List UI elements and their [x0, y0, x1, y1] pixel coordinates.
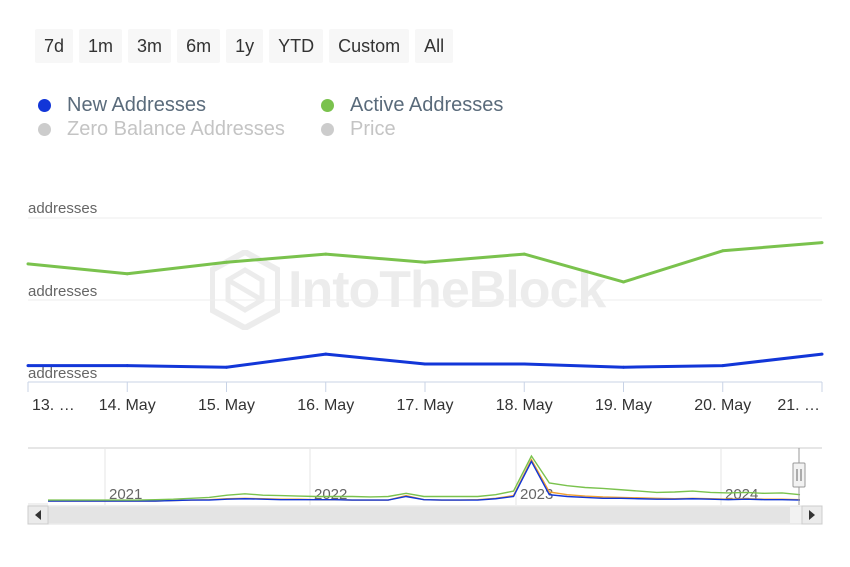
scrollbar-thumb[interactable]: [48, 507, 790, 523]
data-point: [26, 262, 30, 266]
legend-label: Active Addresses: [350, 94, 504, 116]
range-button-6m[interactable]: 6m: [177, 29, 221, 63]
data-point: [622, 280, 625, 284]
watermark: IntoTheBlock: [210, 250, 606, 330]
range-button-1m[interactable]: 1m: [79, 29, 123, 63]
navigator-line-new: [48, 459, 801, 502]
data-point: [522, 252, 526, 256]
range-button-1y[interactable]: 1y: [226, 29, 264, 63]
data-point: [125, 364, 129, 368]
x-tick-label: 20. May: [694, 397, 751, 414]
legend-dot-icon: [321, 123, 334, 136]
legend-label: Zero Balance Addresses: [67, 118, 285, 140]
data-point: [721, 249, 725, 253]
y-axis-label: addresses: [28, 283, 97, 300]
arrow-right-icon: [809, 510, 815, 520]
range-button-all[interactable]: All: [415, 29, 454, 63]
data-point: [26, 364, 30, 368]
x-tick-label: 13. …: [32, 397, 75, 414]
navigator-line-active: [48, 454, 801, 501]
data-point: [225, 365, 228, 369]
navigator-year-label: 2024: [725, 486, 758, 503]
navigator-year-label: 2022: [314, 486, 347, 503]
x-tick-label: 18. May: [496, 397, 553, 414]
range-button-3m[interactable]: 3m: [128, 29, 172, 63]
data-point: [125, 272, 129, 276]
y-axis-label: addresses: [28, 200, 97, 217]
legend-dot-icon: [38, 99, 51, 112]
range-selector: 7d 1m 3m 6m 1y YTD Custom All: [35, 29, 454, 63]
legend-label: Price: [350, 118, 396, 140]
x-tick-label: 15. May: [198, 397, 255, 414]
data-point: [820, 241, 824, 245]
legend-item-zero-balance-addresses[interactable]: Zero Balance Addresses: [38, 118, 285, 141]
navigator-line-price: [48, 458, 801, 502]
x-tick-label: 14. May: [99, 397, 156, 414]
navigator-mask: [28, 503, 48, 507]
data-point: [721, 364, 725, 368]
data-point: [423, 260, 427, 264]
navigator-handle[interactable]: [792, 462, 806, 488]
legend-item-price[interactable]: Price: [321, 118, 396, 141]
range-button-ytd[interactable]: YTD: [269, 29, 324, 63]
x-tick-label: 17. May: [397, 397, 454, 414]
legend-item-active-addresses[interactable]: Active Addresses: [321, 94, 503, 117]
data-point: [225, 260, 228, 264]
x-tick-label: 16. May: [297, 397, 354, 414]
data-point: [324, 352, 328, 356]
watermark-text: IntoTheBlock: [288, 261, 606, 319]
navigator-year-label: 2023: [520, 486, 553, 503]
legend-dot-icon: [321, 99, 334, 112]
data-point: [423, 362, 427, 366]
range-button-7d[interactable]: 7d: [35, 29, 74, 63]
legend-dot-icon: [38, 123, 51, 136]
range-button-custom[interactable]: Custom: [329, 29, 410, 63]
data-point: [622, 365, 625, 369]
x-tick-label: 19. May: [595, 397, 652, 414]
legend-label: New Addresses: [67, 94, 206, 116]
navigator-year-label: 2021: [109, 486, 142, 503]
x-tick-label: 21. …: [777, 397, 820, 414]
legend-item-new-addresses[interactable]: New Addresses: [38, 94, 206, 117]
data-point: [522, 362, 526, 366]
watermark-logo-icon: [210, 250, 280, 330]
data-point: [324, 252, 328, 256]
arrow-left-icon: [35, 510, 41, 520]
data-point: [820, 352, 824, 356]
y-axis-label: addresses: [28, 365, 97, 382]
